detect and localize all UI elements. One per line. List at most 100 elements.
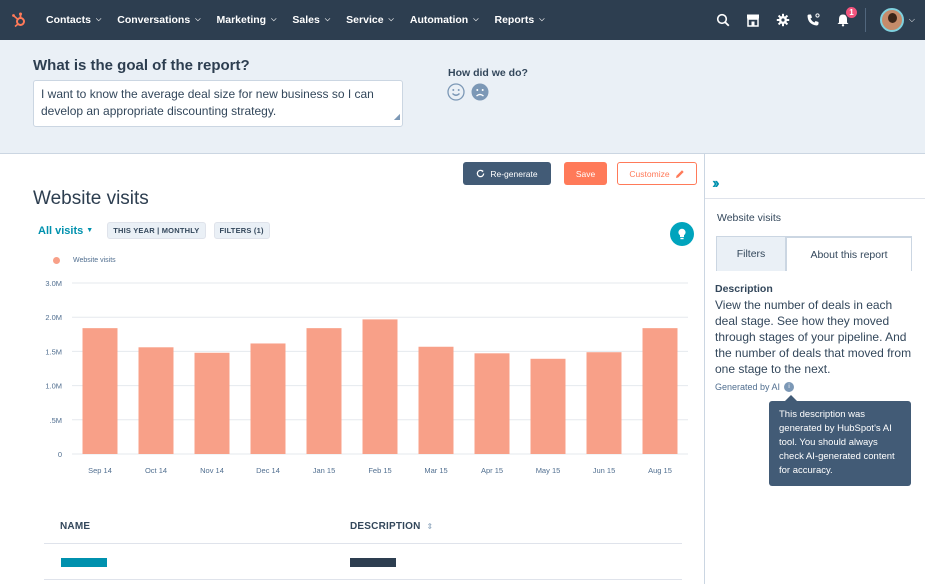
column-header-description-label: DESCRIPTION bbox=[350, 521, 421, 532]
chart-bar bbox=[194, 352, 230, 454]
chart-bar bbox=[250, 343, 286, 454]
customize-label: Customize bbox=[629, 168, 670, 179]
table-row-description-placeholder bbox=[350, 558, 396, 567]
chevron-down-icon: ⌵ bbox=[388, 16, 394, 23]
hubspot-logo-icon[interactable] bbox=[0, 0, 38, 40]
feedback-label: How did we do? bbox=[448, 67, 528, 79]
report-goal-panel: What is the goal of the report? I want t… bbox=[0, 40, 925, 154]
ai-description-tooltip: This description was generated by HubSpo… bbox=[769, 395, 911, 486]
pencil-icon bbox=[675, 169, 684, 178]
y-tick-label: 0 bbox=[58, 450, 62, 459]
x-tick-label: Jan 15 bbox=[313, 466, 336, 475]
nav-conversations[interactable]: Conversations ⌵ bbox=[117, 14, 201, 26]
sad-face-icon[interactable] bbox=[471, 83, 489, 101]
filters-chip[interactable]: FILTERS (1) bbox=[213, 222, 270, 239]
chart-bar bbox=[362, 319, 398, 454]
notifications-bell-icon[interactable]: 1 bbox=[835, 6, 858, 28]
x-tick-label: Aug 15 bbox=[648, 466, 672, 475]
chevron-down-icon: ⌵ bbox=[473, 16, 479, 23]
info-icon[interactable]: i bbox=[784, 382, 795, 392]
tab-about-this-report[interactable]: About this report bbox=[786, 236, 912, 271]
chart-bar bbox=[530, 358, 566, 454]
chart-legend: Website visits bbox=[53, 257, 116, 264]
collapse-sidebar-icon[interactable]: ›› bbox=[712, 175, 719, 192]
chevron-down-icon: ⌵ bbox=[195, 16, 201, 23]
x-tick-label: Apr 15 bbox=[481, 466, 503, 475]
visits-filter-dropdown[interactable]: All visits ▼ bbox=[38, 225, 93, 237]
happy-face-icon[interactable] bbox=[447, 83, 465, 101]
x-tick-label: Dec 14 bbox=[256, 466, 280, 475]
visits-filter-label: All visits bbox=[38, 224, 84, 237]
column-header-description[interactable]: DESCRIPTION ⇕ bbox=[350, 521, 433, 532]
chevron-down-icon: ⌵ bbox=[539, 16, 545, 23]
description-text: View the number of deals in each deal st… bbox=[715, 298, 912, 376]
period-chip[interactable]: THIS YEAR | MONTHLY bbox=[107, 222, 206, 239]
settings-gear-icon[interactable] bbox=[775, 12, 791, 28]
chart-bar bbox=[642, 328, 678, 454]
goal-question-heading: What is the goal of the report? bbox=[33, 57, 250, 74]
sidebar-tabs: Filters About this report bbox=[716, 236, 912, 271]
chart-bar bbox=[306, 328, 342, 454]
description-heading: Description bbox=[715, 283, 773, 295]
chart-bar bbox=[138, 347, 174, 454]
y-tick-label: 2.0M bbox=[45, 313, 62, 322]
nav-sales[interactable]: Sales ⌵ bbox=[292, 14, 331, 26]
notification-count-badge: 1 bbox=[844, 6, 858, 19]
nav-reports[interactable]: Reports ⌵ bbox=[494, 14, 545, 26]
save-button[interactable]: Save bbox=[564, 162, 607, 185]
calling-icon[interactable] bbox=[805, 12, 821, 28]
x-tick-label: May 15 bbox=[536, 466, 561, 475]
sort-icon[interactable]: ⇕ bbox=[426, 522, 434, 531]
chart-bar bbox=[418, 346, 454, 454]
chevron-down-icon[interactable]: ⌵ bbox=[908, 15, 915, 24]
refresh-icon bbox=[477, 169, 485, 178]
chevron-down-icon: ⌵ bbox=[95, 16, 102, 23]
x-tick-label: Mar 15 bbox=[424, 466, 447, 475]
regenerate-button[interactable]: Re-generate bbox=[463, 162, 551, 185]
goal-textarea-value: I want to know the average deal size for… bbox=[41, 87, 374, 118]
user-avatar[interactable] bbox=[879, 8, 904, 32]
x-tick-label: Jun 15 bbox=[593, 466, 616, 475]
chart-bar bbox=[586, 352, 622, 454]
chart-bar bbox=[474, 353, 510, 454]
y-tick-label: 1.5M bbox=[45, 347, 62, 356]
top-nav: Contacts ⌵ Conversations ⌵ Marketing ⌵ Sale… bbox=[0, 0, 925, 40]
table-row-name-placeholder bbox=[61, 558, 107, 567]
regenerate-label: Re-generate bbox=[490, 168, 538, 179]
save-label: Save bbox=[575, 168, 596, 179]
sidebar-divider bbox=[705, 198, 925, 199]
legend-label: Website visits bbox=[73, 257, 116, 264]
column-header-name[interactable]: NAME bbox=[60, 521, 91, 532]
customize-button[interactable]: Customize bbox=[617, 162, 697, 185]
x-tick-label: Sep 14 bbox=[88, 466, 112, 475]
y-tick-label: 3.0M bbox=[45, 279, 62, 288]
feedback-faces bbox=[447, 83, 489, 101]
x-tick-label: Nov 14 bbox=[200, 466, 224, 475]
generated-by-ai: Generated by AI i bbox=[715, 382, 795, 392]
resize-grip-icon[interactable]: ◢ bbox=[393, 112, 400, 121]
table-header: NAME DESCRIPTION ⇕ bbox=[44, 512, 682, 544]
report-details-sidebar: ›› Website visits Filters About this rep… bbox=[704, 154, 925, 584]
legend-swatch bbox=[53, 257, 60, 264]
nav-marketing[interactable]: Marketing ⌵ bbox=[216, 14, 277, 26]
report-filter-row: All visits ▼ THIS YEAR | MONTHLY FILTERS… bbox=[38, 222, 270, 239]
nav-automation[interactable]: Automation ⌵ bbox=[409, 14, 479, 26]
search-icon[interactable] bbox=[715, 12, 731, 28]
nav-contacts[interactable]: Contacts ⌵ bbox=[46, 14, 102, 26]
chart-bar bbox=[82, 328, 118, 454]
table-row-divider bbox=[44, 579, 682, 580]
caret-down-icon: ▼ bbox=[86, 227, 94, 234]
lightbulb-insight-icon[interactable] bbox=[670, 222, 694, 246]
x-tick-label: Oct 14 bbox=[145, 466, 167, 475]
marketplace-icon[interactable] bbox=[745, 12, 761, 28]
sidebar-title: Website visits bbox=[717, 212, 781, 224]
y-tick-label: 1.0M bbox=[45, 382, 62, 391]
x-tick-label: Feb 15 bbox=[368, 466, 391, 475]
generated-by-ai-label: Generated by AI bbox=[715, 382, 781, 392]
report-title: Website visits bbox=[33, 188, 149, 209]
nav-service[interactable]: Service ⌵ bbox=[346, 14, 394, 26]
website-visits-bar-chart: 0 .5M 1.0M 1.5M 2.0M 3.0M Sep 14 Oct 14 Nov 14 De… bbox=[45, 279, 688, 475]
tab-filters[interactable]: Filters bbox=[716, 236, 786, 271]
goal-textarea[interactable]: I want to know the average deal size for… bbox=[33, 80, 403, 127]
y-tick-label: .5M bbox=[49, 416, 62, 425]
